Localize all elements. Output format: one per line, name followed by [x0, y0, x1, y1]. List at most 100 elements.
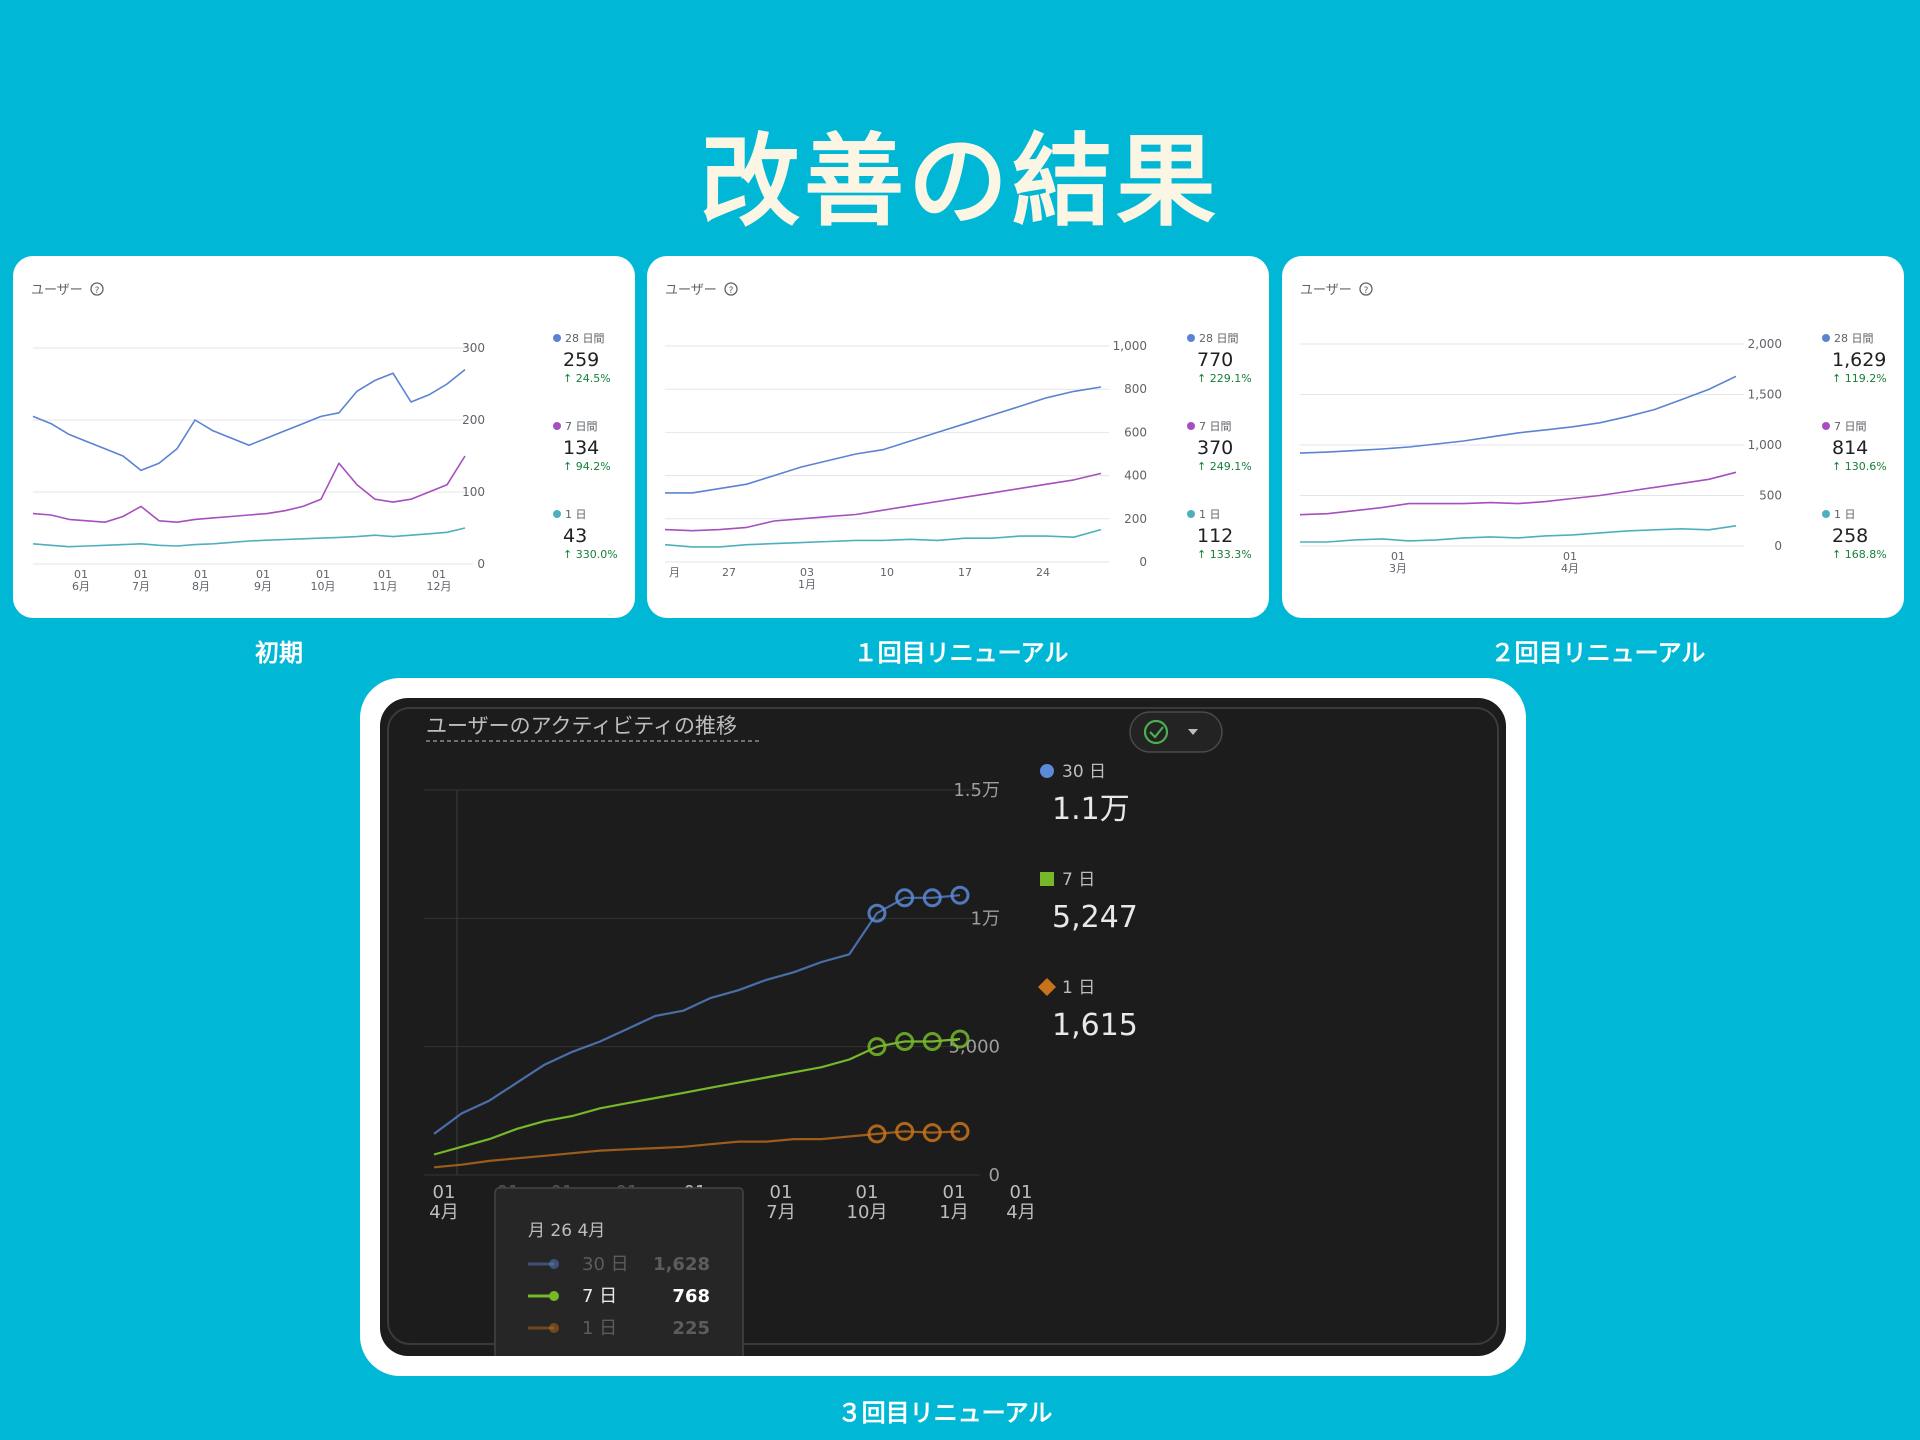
- legend-label: 1 日: [1199, 508, 1221, 521]
- legend-marker: [1822, 510, 1830, 518]
- legend-marker: [553, 334, 561, 342]
- legend-value: 770: [1197, 349, 1233, 371]
- anomaly-marker: [922, 888, 942, 908]
- x-tick-label: 1月: [939, 1202, 968, 1223]
- x-tick-label: 27: [722, 566, 736, 579]
- series-line-3: [664, 528, 1102, 548]
- legend-marker: [1187, 334, 1195, 342]
- filter-dropdown: [1129, 711, 1223, 753]
- legend-change: ↑ 249.1%: [1197, 460, 1252, 473]
- series-line-1: [433, 894, 961, 1135]
- series-line-3: [433, 1130, 961, 1169]
- legend-label: 28 日間: [1834, 332, 1874, 345]
- legend-marker: [553, 510, 561, 518]
- legend-marker: [1822, 422, 1830, 430]
- anomaly-marker: [867, 1124, 887, 1144]
- y-tick-label: 600: [1124, 425, 1147, 439]
- legend-value: 43: [563, 525, 587, 547]
- y-tick-label: 2,000: [1748, 337, 1782, 351]
- help-icon: [724, 282, 738, 296]
- tooltip-marker: [549, 1323, 559, 1333]
- x-tick-label: 7月: [132, 580, 150, 593]
- chart-card-initial: ユーザー? 300 200 100 0 01 6月 01 7月 01 8月 01 9月 01 10月 01 11…: [13, 256, 635, 618]
- chart-title: ユーザー: [1300, 283, 1352, 298]
- x-tick-label: 11月: [373, 580, 398, 593]
- chart-title: ユーザー: [31, 283, 83, 298]
- caption-renewal-2: ２回目リニューアル: [1490, 639, 1706, 667]
- tooltip-label: 7 日: [582, 1286, 617, 1307]
- x-tick-label: 7月: [766, 1202, 795, 1223]
- legend-label: 7 日間: [1199, 420, 1232, 433]
- legend-label: 7 日: [1062, 870, 1095, 890]
- series-line-3: [1300, 525, 1737, 543]
- x-tick-label: 01: [378, 568, 392, 581]
- legend-value: 1,615: [1052, 1008, 1138, 1043]
- chart-title: ユーザーのアクティビティの推移: [426, 714, 737, 738]
- x-tick-label: 01: [1563, 550, 1577, 563]
- anomaly-marker: [922, 1123, 942, 1143]
- legend-change: ↑ 229.1%: [1197, 372, 1252, 385]
- legend-label: 7 日間: [1834, 420, 1867, 433]
- x-tick-label: 01: [256, 568, 270, 581]
- y-tick-label: 300: [462, 341, 485, 355]
- anomaly-marker: [895, 1032, 915, 1052]
- help-icon-glyph: ?: [95, 286, 100, 296]
- page-title: 改善の結果: [700, 123, 1220, 240]
- series-line-1: [1299, 375, 1737, 454]
- x-tick-label: 01: [1010, 1182, 1033, 1203]
- y-tick-label: 800: [1124, 382, 1147, 396]
- chart-renewal-3: ユーザーのアクティビティの推移1.5万1万5,0000014月017月0110月…: [387, 707, 1499, 1356]
- x-tick-label: 4月: [429, 1202, 458, 1223]
- x-tick-label: 10月: [847, 1202, 888, 1223]
- legend-marker-circle: [1040, 764, 1054, 778]
- anomaly-marker: [867, 1037, 887, 1057]
- series-line-2: [32, 455, 466, 524]
- x-tick-label: 10月: [311, 580, 336, 593]
- chart-card-renewal-2: ユーザー? 2,000 1,500 1,000 500 0 01 3月 01 4月 28 日間 1,6…: [1282, 256, 1904, 618]
- legend-change: ↑ 330.0%: [563, 548, 618, 561]
- check-mark-icon: [1149, 726, 1164, 739]
- legend-marker: [1187, 422, 1195, 430]
- x-tick-label: 1月: [798, 578, 816, 591]
- caption-initial: 初期: [255, 639, 303, 667]
- legend-value: 112: [1197, 525, 1233, 547]
- legend-value: 134: [563, 437, 599, 459]
- y-tick-label: 200: [462, 413, 485, 427]
- x-tick-label: 01: [770, 1182, 793, 1203]
- y-tick-label: 400: [1124, 469, 1147, 483]
- tooltip-box: [494, 1187, 744, 1356]
- legend-label: 1 日: [1062, 978, 1095, 998]
- legend-value: 1,629: [1832, 349, 1886, 371]
- legend-value: 259: [563, 349, 599, 371]
- tooltip-label: 1 日: [582, 1318, 617, 1339]
- x-tick-label: 01: [134, 568, 148, 581]
- legend-label: 30 日: [1062, 762, 1106, 782]
- legend-change: ↑ 119.2%: [1832, 372, 1887, 385]
- tooltip-marker: [549, 1291, 559, 1301]
- series-line-2: [1299, 471, 1737, 516]
- legend-change: ↑ 94.2%: [563, 460, 611, 473]
- series-line-2: [433, 1037, 961, 1156]
- anomaly-marker: [950, 885, 970, 905]
- chevron-down-icon: [1188, 729, 1198, 735]
- y-tick-label: 0: [1139, 555, 1147, 569]
- help-icon-glyph: ?: [729, 286, 734, 296]
- x-tick-label: 01: [433, 1182, 456, 1203]
- x-tick-label: 9月: [254, 580, 272, 593]
- chart-title: ユーザー: [665, 283, 717, 298]
- x-tick-label: 01: [194, 568, 208, 581]
- legend-change: ↑ 24.5%: [563, 372, 611, 385]
- tooltip-label: 30 日: [582, 1254, 629, 1275]
- x-tick-label: 4月: [1006, 1202, 1035, 1223]
- legend-label: 28 日間: [1199, 332, 1239, 345]
- tooltip-marker: [549, 1259, 559, 1269]
- legend-label: 28 日間: [565, 332, 605, 345]
- anomaly-marker: [950, 1029, 970, 1049]
- dark-chart-panel: ユーザーのアクティビティの推移 1.5万 1万 5,000 0 01 4月 01 7月 01 10月…: [380, 698, 1506, 1356]
- legend-marker: [1822, 334, 1830, 342]
- y-tick-label: 0: [477, 557, 485, 571]
- help-icon: [90, 282, 104, 296]
- help-icon: [1359, 282, 1373, 296]
